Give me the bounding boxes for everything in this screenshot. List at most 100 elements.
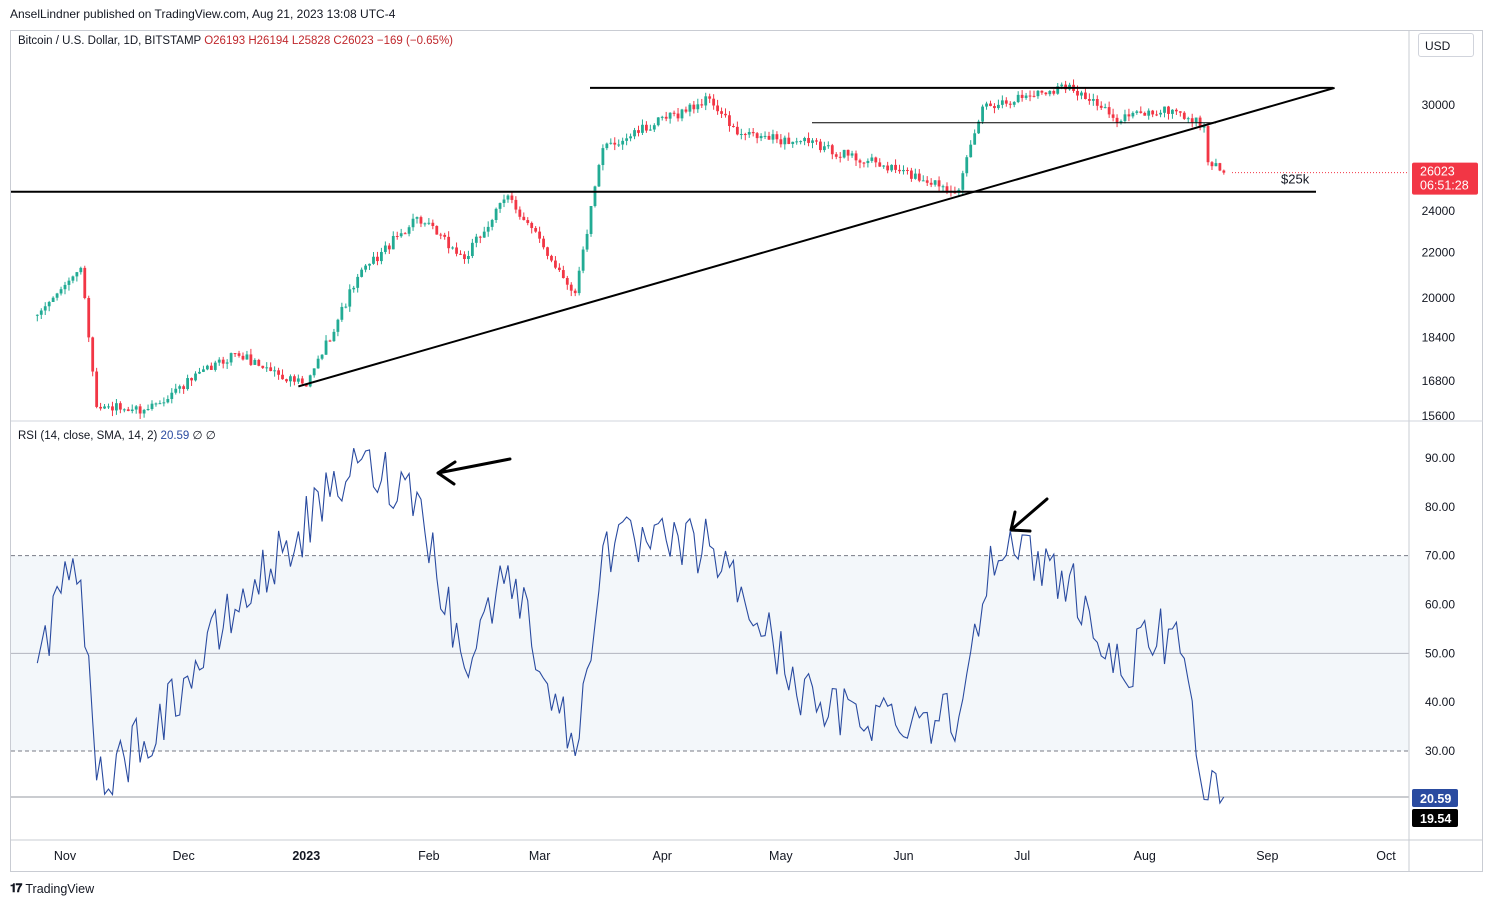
- candle-body: [182, 386, 186, 390]
- candle-body: [637, 130, 640, 133]
- candle-body: [237, 353, 241, 356]
- candle-body: [985, 103, 988, 107]
- candle-body: [692, 104, 696, 110]
- candle-body: [641, 124, 644, 133]
- candle-body: [684, 109, 688, 112]
- candle-body: [846, 149, 850, 156]
- candle-body: [67, 280, 71, 285]
- candle-body: [348, 289, 352, 307]
- candle-body: [597, 165, 601, 187]
- candle-body: [716, 105, 719, 112]
- candle-body: [221, 359, 225, 364]
- candle-body: [953, 192, 957, 194]
- candle-body: [150, 403, 154, 409]
- candle-body: [1143, 112, 1147, 116]
- candle-body: [755, 133, 759, 139]
- candle-body: [1115, 117, 1119, 123]
- rsi-legend-extra1: ∅: [192, 430, 203, 442]
- candle-body: [478, 236, 482, 238]
- candle-body: [894, 164, 897, 170]
- rsi-value-badge-bg: [1412, 789, 1458, 807]
- candle-body: [360, 269, 364, 277]
- candle-body: [775, 134, 779, 140]
- candle-body: [977, 121, 981, 134]
- candle-body: [249, 354, 253, 365]
- candle-body: [1052, 90, 1056, 94]
- candle-body: [356, 276, 360, 288]
- candle-body: [997, 104, 1000, 109]
- candle-body: [387, 245, 391, 250]
- candle-body: [427, 222, 431, 224]
- candle-body: [1103, 107, 1107, 109]
- candle-body: [459, 253, 462, 255]
- candle-body: [613, 142, 617, 145]
- candle-body: [886, 165, 890, 171]
- candle-body: [340, 306, 344, 320]
- ascending-trendline: [298, 86, 1335, 388]
- candle-body: [629, 136, 632, 139]
- rsi-layer: [36, 448, 1225, 805]
- candle-body: [902, 169, 905, 172]
- candle-body: [198, 371, 201, 374]
- candle-body: [1107, 107, 1111, 115]
- candle-body: [435, 226, 439, 235]
- footer-brand[interactable]: 𝟏𝟕 TradingView: [10, 881, 94, 896]
- candle-body: [937, 180, 941, 187]
- candle-body: [712, 98, 716, 106]
- arrow-annotation-left: [436, 457, 512, 486]
- candle-body: [732, 126, 735, 128]
- candle-body: [917, 173, 921, 181]
- candle-body: [1174, 109, 1178, 112]
- candle-body: [300, 378, 304, 384]
- candle-body: [1044, 92, 1048, 95]
- candle-body: [1008, 103, 1012, 105]
- candle-body: [320, 354, 324, 359]
- candle-body: [1048, 90, 1052, 95]
- currency-button[interactable]: USD: [1418, 33, 1474, 57]
- candle-body: [1012, 102, 1016, 105]
- candle-body: [660, 116, 664, 118]
- candle-body: [530, 222, 534, 229]
- candle-body: [739, 134, 743, 136]
- candle-body: [633, 130, 636, 137]
- candle-body: [965, 157, 969, 174]
- candle-body: [672, 112, 676, 114]
- candle-body: [423, 223, 427, 225]
- candle-body: [708, 96, 712, 99]
- candle-body: [55, 293, 59, 298]
- candle-body: [59, 289, 63, 294]
- last-price-badge-bg: [1412, 162, 1478, 195]
- candle-body: [858, 160, 862, 163]
- candle-body: [225, 362, 229, 364]
- candle-body: [783, 137, 787, 145]
- candle-body: [648, 129, 652, 131]
- candle-body: [502, 199, 506, 204]
- candle-body: [577, 270, 581, 294]
- high-value: H26194: [248, 35, 289, 47]
- candle-body: [1000, 100, 1004, 105]
- candle-body: [890, 164, 894, 171]
- candle-body: [554, 260, 557, 268]
- candle-body: [162, 402, 166, 404]
- candle-body: [874, 157, 878, 163]
- candle-body: [826, 145, 830, 147]
- candle-body: [138, 406, 142, 414]
- axis-labels-layer: 15600 16800 18400 20000 22000 24000 30000 30.00…: [54, 98, 1478, 863]
- candle-body: [1080, 92, 1083, 96]
- candle-body: [909, 170, 913, 179]
- candle-body: [1202, 126, 1206, 128]
- candle-body: [482, 231, 486, 238]
- candle-body: [1004, 100, 1008, 104]
- rsi-tick-label: 30.00: [1425, 744, 1455, 758]
- candle-body: [308, 375, 312, 387]
- publish-header: AnselLindner published on TradingView.co…: [10, 7, 396, 21]
- candle-body: [451, 247, 454, 249]
- time-tick-label: 2023: [292, 849, 320, 863]
- candle-body: [1076, 90, 1079, 96]
- candle-body: [439, 234, 443, 236]
- candle-body: [652, 125, 656, 130]
- candle-body: [443, 234, 447, 237]
- candles-layer: [35, 79, 1226, 419]
- candle-body: [728, 115, 731, 127]
